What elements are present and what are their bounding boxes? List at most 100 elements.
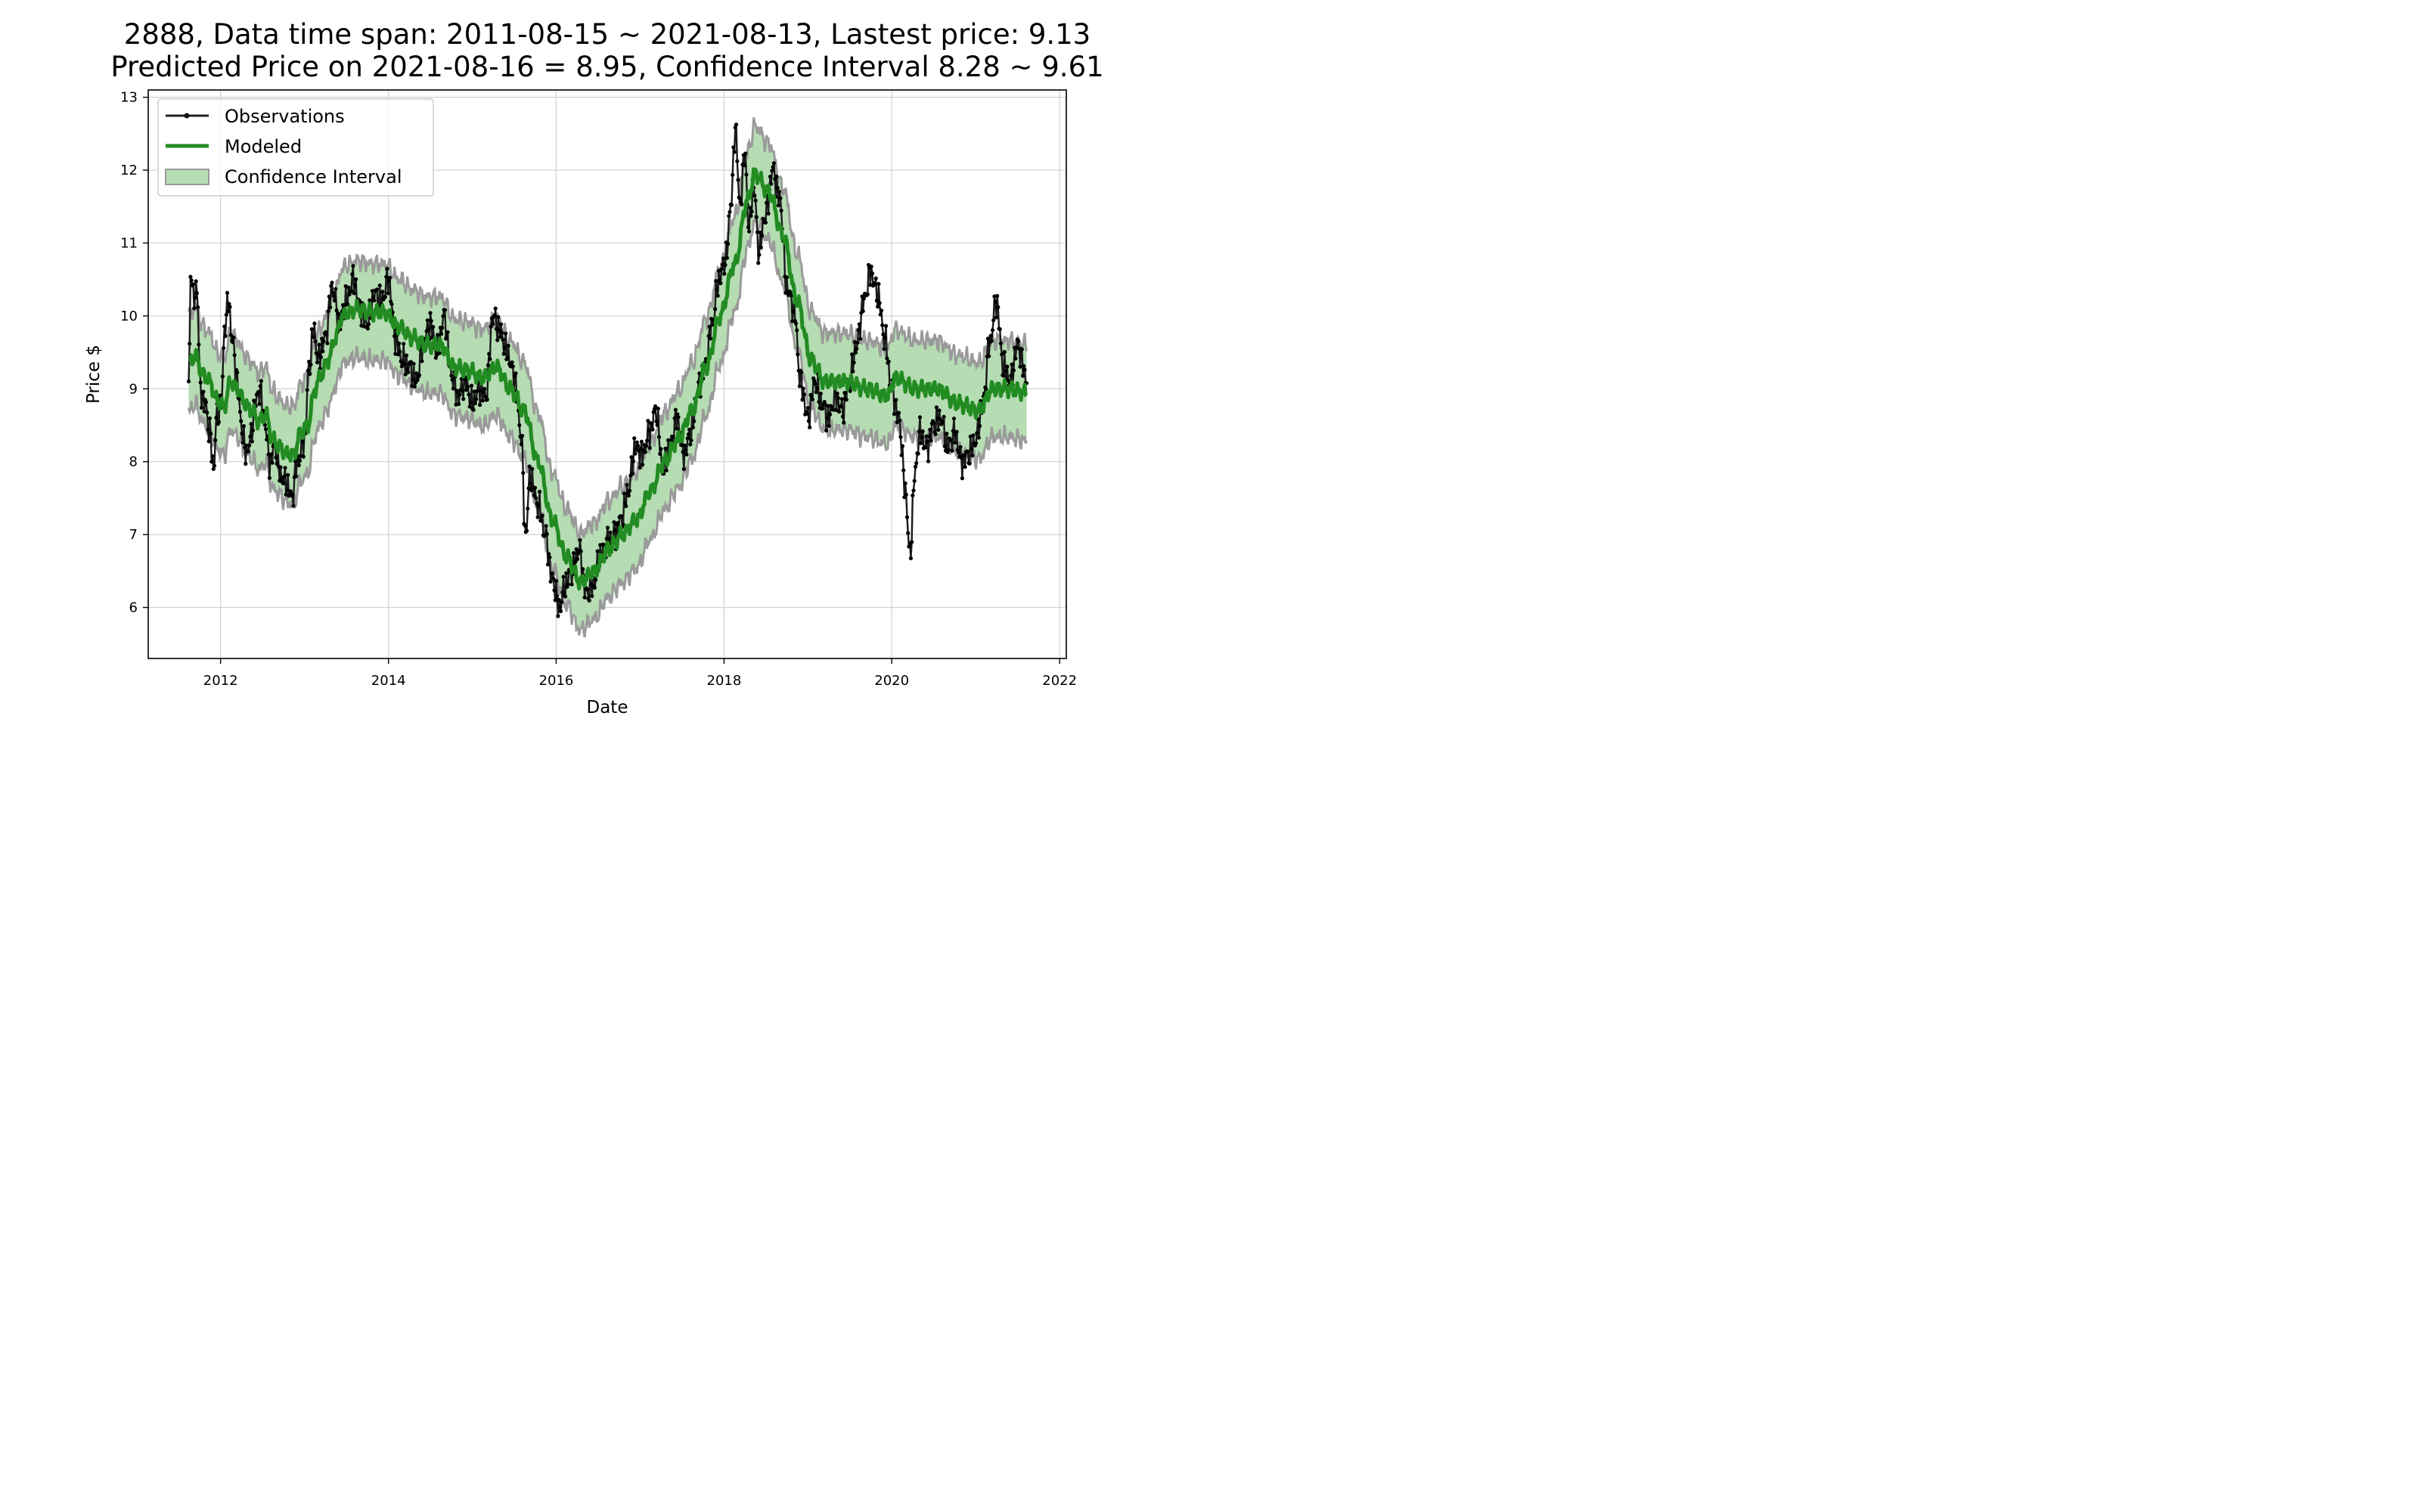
observation-point [924, 434, 929, 438]
observation-point [605, 525, 610, 530]
observation-point [301, 454, 306, 459]
observation-point [578, 538, 582, 542]
observation-point [839, 397, 844, 401]
legend-observations-marker [184, 113, 190, 119]
observation-point [763, 220, 768, 225]
observation-point [622, 500, 628, 505]
observation-point [240, 441, 245, 445]
observation-point [686, 432, 691, 437]
observation-point [529, 488, 534, 493]
observation-point [553, 598, 557, 603]
observation-point [397, 341, 402, 345]
observation-point [592, 585, 597, 590]
observation-point [740, 202, 744, 206]
observation-point [523, 523, 527, 528]
observation-point [880, 323, 885, 327]
observation-point [300, 439, 305, 444]
observation-point [1022, 367, 1027, 372]
observation-point [910, 540, 914, 544]
observation-point [352, 291, 356, 296]
observation-point [903, 481, 908, 485]
observation-point [776, 203, 780, 208]
observation-point [207, 416, 212, 421]
observation-point [744, 172, 749, 177]
observation-point [480, 398, 485, 403]
observation-point [937, 408, 942, 413]
observation-point [613, 528, 617, 533]
observation-point [350, 272, 355, 277]
observation-point [656, 406, 660, 411]
observation-point [632, 436, 637, 441]
observation-point [402, 362, 407, 367]
observation-point [563, 594, 568, 599]
legend-box [157, 98, 434, 197]
observation-point [368, 298, 372, 302]
observation-point [571, 550, 576, 556]
observation-point [321, 349, 325, 354]
observation-point [493, 306, 498, 311]
observation-point [470, 383, 474, 388]
observation-point [445, 330, 450, 334]
observation-point [988, 333, 993, 338]
observation-point [473, 401, 478, 406]
observation-point [206, 439, 211, 444]
observation-point [689, 438, 693, 443]
observation-point [582, 595, 587, 600]
observation-point [501, 352, 506, 356]
observation-point [962, 453, 966, 457]
x-tick-label: 2020 [874, 673, 909, 689]
observation-point [857, 322, 861, 327]
observation-point [869, 264, 873, 269]
observation-point [374, 287, 380, 292]
observation-point [1019, 347, 1024, 352]
observation-point [784, 275, 789, 280]
observation-point [1013, 356, 1018, 361]
observation-point [777, 190, 782, 194]
observation-point [985, 336, 990, 341]
observation-point [436, 333, 440, 337]
observation-point [873, 282, 877, 287]
observation-point [557, 605, 562, 609]
observation-point [555, 594, 560, 599]
observation-point [354, 277, 358, 281]
observation-point [884, 324, 889, 328]
observation-point [714, 279, 718, 284]
observation-point [919, 441, 923, 445]
observation-point [334, 308, 339, 313]
observation-point [771, 161, 776, 166]
observation-point [256, 389, 261, 394]
observation-point [231, 335, 236, 339]
observation-point [228, 333, 233, 337]
observation-point [222, 345, 226, 351]
observation-point [324, 333, 329, 337]
observation-point [679, 443, 684, 448]
observation-point [405, 367, 410, 371]
observation-point [227, 302, 231, 306]
observation-point [367, 322, 371, 327]
observation-point [532, 485, 538, 490]
observation-point [997, 327, 1002, 331]
observation-point [282, 474, 287, 479]
observation-point [501, 337, 505, 342]
observation-point [1022, 364, 1026, 368]
modeled-line [188, 167, 1028, 591]
observation-point [420, 359, 424, 364]
observation-point [747, 229, 752, 234]
observation-point [837, 409, 842, 414]
observation-point [907, 544, 911, 549]
observation-point [250, 439, 254, 444]
observation-point [848, 389, 852, 393]
observation-point [274, 455, 278, 460]
observation-point [659, 447, 663, 451]
observation-point [805, 411, 809, 416]
observation-point [557, 597, 561, 602]
observation-point [226, 309, 231, 314]
observation-point [754, 215, 759, 219]
observation-point [791, 309, 796, 314]
observation-point [455, 389, 461, 394]
observation-point [876, 281, 881, 287]
observation-point [312, 335, 316, 339]
observation-point [504, 331, 508, 336]
observation-point [675, 412, 680, 417]
observation-point [535, 515, 540, 519]
